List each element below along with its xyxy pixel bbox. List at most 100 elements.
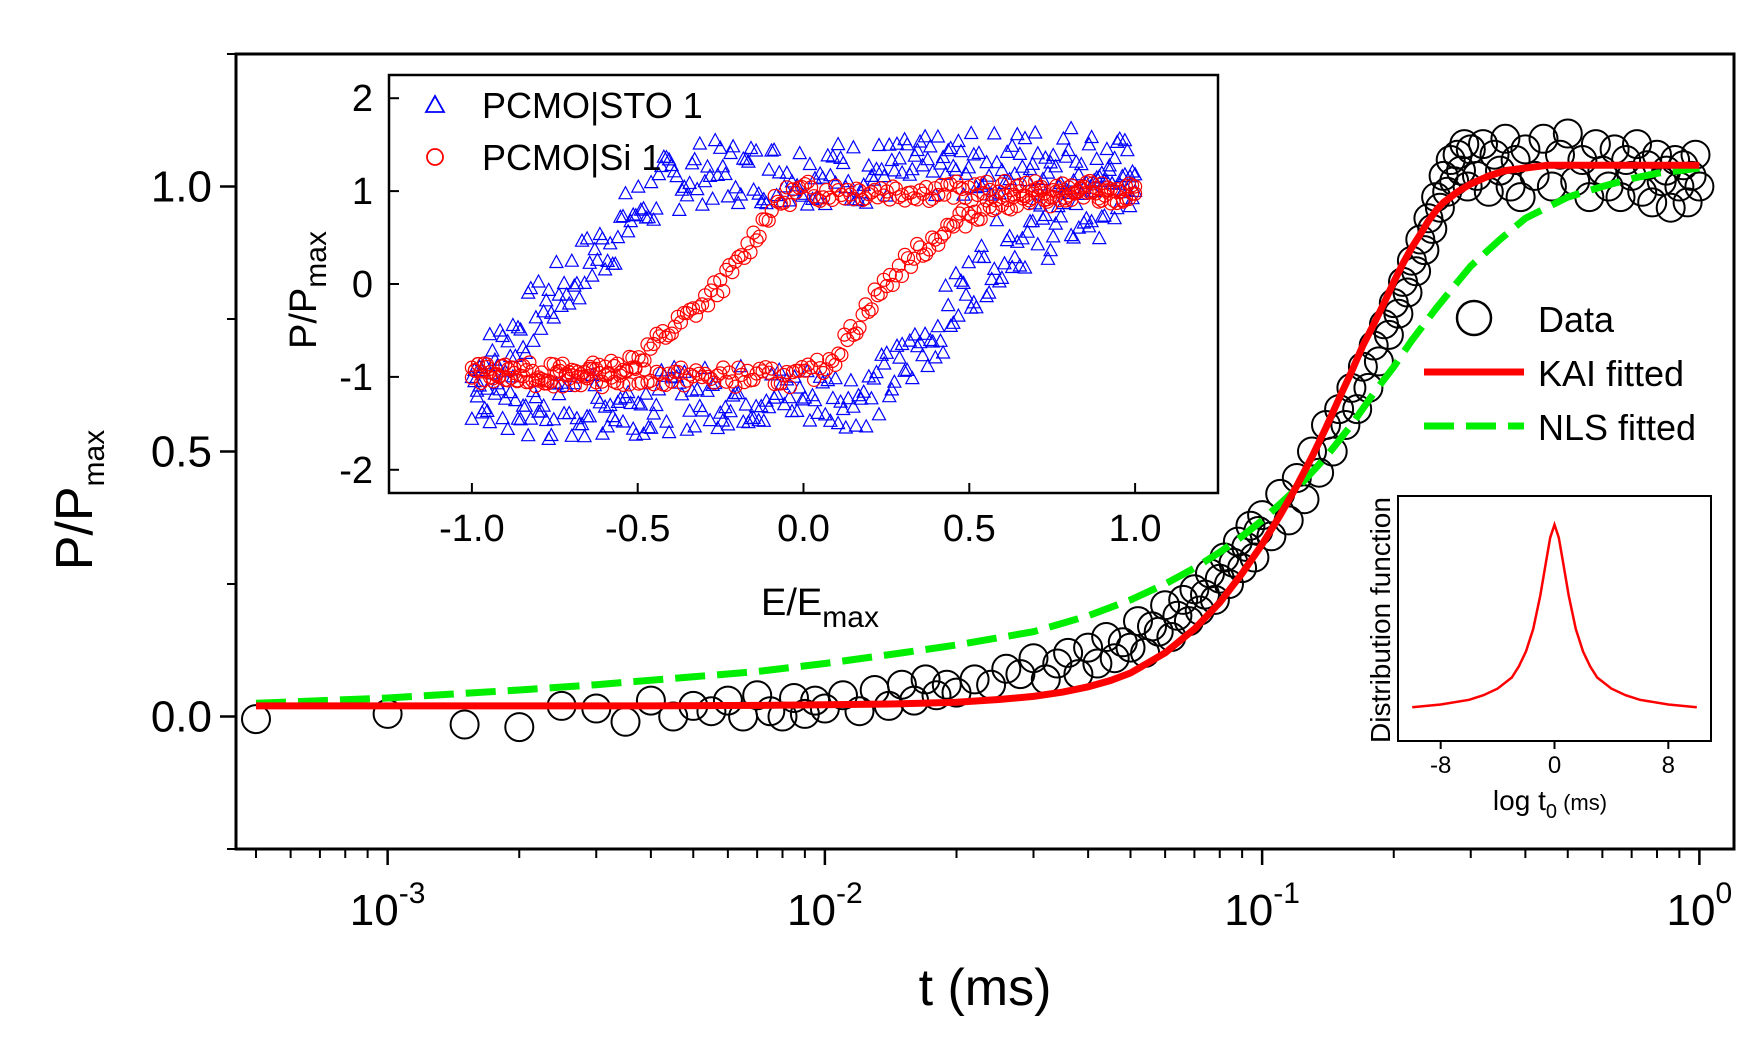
data-point (1042, 648, 1073, 679)
inset-hysteresis-y-tick-label: 2 (352, 78, 373, 120)
legend-label-sto: PCMO|STO 1 (482, 85, 703, 126)
sto-data-point (538, 412, 554, 427)
sto-data-point (646, 405, 662, 420)
sto-data-point (477, 400, 493, 415)
si-data-point (610, 376, 625, 391)
si-data-point (737, 375, 752, 390)
sto-data-point (699, 158, 716, 173)
si-data-point (643, 341, 658, 356)
sto-data-point (638, 385, 654, 400)
sto-data-point (845, 139, 861, 154)
inset-hysteresis-y-tick-label: -2 (339, 450, 373, 492)
sto-data-point (794, 391, 810, 406)
data-point (1611, 145, 1642, 175)
si-data-point (664, 326, 679, 341)
sto-data-point (1048, 215, 1064, 230)
sto-data-point (661, 424, 677, 439)
sto-data-point (500, 333, 516, 348)
si-data-point (740, 236, 755, 251)
si-data-point (498, 372, 513, 388)
si-data-point (691, 366, 707, 381)
si-data-point (794, 360, 810, 375)
sto-data-point (769, 386, 785, 400)
sto-data-point (917, 128, 933, 143)
data-point (712, 685, 743, 716)
sto-data-point (615, 208, 631, 223)
sto-data-point (1096, 207, 1112, 222)
si-data-point (903, 259, 919, 274)
inset-hysteresis-x-tick-label: 0.0 (777, 508, 830, 550)
sto-data-point (646, 211, 662, 226)
si-data-point (870, 288, 885, 303)
si-data-point (746, 372, 761, 387)
sto-data-point (594, 425, 611, 440)
si-data-point (982, 182, 997, 197)
inset-hysteresis-frame (387, 73, 1220, 495)
sto-data-point (1063, 227, 1079, 242)
data-point (1536, 171, 1567, 202)
inset-distribution-x-tick-label: 8 (1662, 752, 1675, 779)
inset-distribution-y-axis-label: Distribution function (1365, 497, 1396, 743)
data-point (1500, 145, 1531, 175)
sto-data-point (556, 275, 572, 290)
sto-data-point (564, 252, 580, 267)
sto-data-point (730, 195, 746, 210)
sto-data-point (1068, 196, 1084, 211)
si-data-point (700, 298, 716, 313)
main-x-tick-label: 10-2 (787, 877, 863, 935)
sto-data-point (651, 381, 667, 396)
data-point (1317, 436, 1348, 467)
sto-data-point (843, 372, 859, 387)
si-data-point (558, 368, 573, 383)
sto-data-point (810, 405, 826, 419)
sto-data-point (827, 370, 844, 385)
sto-data-point (1053, 208, 1069, 223)
sto-data-point (948, 265, 964, 280)
data-point (1235, 510, 1266, 541)
legend-marker-si (426, 148, 444, 166)
si-data-point (955, 181, 970, 196)
sto-data-point (689, 181, 705, 196)
data-point (1479, 139, 1510, 170)
si-data-point (734, 248, 749, 263)
sto-data-point (753, 194, 769, 209)
sto-data-point (612, 209, 628, 223)
sto-data-point (879, 345, 895, 359)
sto-data-point (697, 173, 713, 188)
sto-data-point (1066, 229, 1082, 244)
si-data-point (725, 265, 740, 280)
sto-data-point (1037, 207, 1054, 222)
inset-hysteresis-x-tick-label: 0.5 (943, 508, 996, 550)
sto-data-point (592, 394, 608, 409)
data-point (886, 669, 917, 700)
si-data-point (628, 361, 643, 376)
legend-marker-data (1455, 299, 1493, 337)
sto-data-point (756, 413, 772, 427)
si-data-point (909, 236, 925, 252)
si-data-point (885, 179, 900, 194)
inset-hysteresis-y-tick-label: 1 (352, 171, 373, 213)
sto-data-point (1020, 223, 1036, 238)
sto-data-point (827, 174, 844, 189)
sto-data-point (1101, 157, 1118, 172)
sto-data-point (587, 241, 603, 256)
si-data-point (779, 364, 794, 380)
si-data-point (852, 320, 867, 335)
sto-data-point (822, 413, 838, 427)
sto-data-point (541, 282, 557, 296)
sto-data-point (963, 125, 979, 140)
data-point (1684, 171, 1715, 202)
sto-data-point (866, 171, 882, 186)
sto-data-point (915, 347, 931, 362)
si-data-point (688, 308, 704, 323)
sto-data-point (702, 412, 718, 427)
si-data-point (731, 360, 746, 375)
sto-data-point (740, 153, 756, 168)
si-data-point (894, 268, 910, 283)
sto-data-point (976, 249, 992, 264)
inset-hysteresis-x-tick-label: 1.0 (1109, 508, 1162, 550)
sto-data-point (845, 398, 861, 413)
data-point (1123, 606, 1153, 637)
inset-hysteresis-x-axis-label: E/Emax (761, 582, 879, 634)
sto-data-point (909, 142, 925, 157)
